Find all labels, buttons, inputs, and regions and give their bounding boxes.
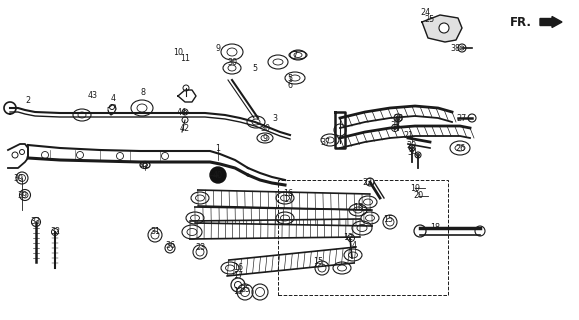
Text: 4: 4: [111, 93, 115, 102]
Text: 39: 39: [17, 190, 27, 199]
Text: 43: 43: [88, 91, 98, 100]
Text: 11: 11: [180, 53, 190, 62]
Text: 41: 41: [140, 161, 150, 170]
Text: 33: 33: [30, 218, 40, 227]
Text: 40: 40: [213, 171, 223, 180]
Text: 29: 29: [407, 140, 417, 149]
Text: 23: 23: [195, 244, 205, 252]
Text: 19: 19: [410, 183, 420, 193]
Text: 9: 9: [215, 44, 221, 52]
Text: 16: 16: [353, 204, 363, 212]
Text: 34: 34: [407, 148, 417, 156]
Circle shape: [210, 167, 226, 183]
Text: 37: 37: [320, 138, 330, 147]
Text: 17: 17: [233, 271, 243, 281]
Text: 30: 30: [227, 58, 237, 67]
Text: 27: 27: [457, 114, 467, 123]
Text: 5: 5: [252, 63, 258, 73]
FancyArrow shape: [540, 17, 562, 28]
Text: 22: 22: [363, 178, 373, 187]
Text: 32: 32: [50, 228, 60, 236]
Text: FR.: FR.: [510, 15, 532, 28]
Circle shape: [475, 226, 485, 236]
Text: 12: 12: [343, 234, 353, 243]
Text: 6: 6: [288, 81, 292, 90]
Text: 15: 15: [313, 258, 323, 267]
Circle shape: [439, 23, 449, 33]
Text: 36: 36: [165, 241, 175, 250]
Text: 8: 8: [141, 87, 145, 97]
Text: 3: 3: [273, 114, 277, 123]
Circle shape: [366, 178, 374, 186]
Text: 20: 20: [413, 191, 423, 201]
Text: 25: 25: [425, 14, 435, 23]
Text: 16: 16: [233, 263, 243, 273]
Text: 14: 14: [347, 241, 357, 250]
Text: 2: 2: [25, 95, 31, 105]
Text: 35: 35: [240, 285, 250, 294]
Text: 15: 15: [383, 215, 393, 225]
Text: 16: 16: [283, 188, 293, 197]
Text: 38: 38: [450, 44, 460, 52]
Text: 18: 18: [430, 223, 440, 233]
Text: 30: 30: [260, 124, 270, 132]
Circle shape: [414, 225, 426, 237]
Bar: [278, 180, 448, 295]
Text: 31: 31: [150, 228, 160, 236]
Text: 10: 10: [173, 47, 183, 57]
Text: 44: 44: [177, 108, 187, 116]
Text: 26: 26: [455, 143, 465, 153]
Text: 17: 17: [283, 196, 293, 204]
Text: 38: 38: [390, 121, 400, 130]
Text: 21: 21: [403, 131, 413, 140]
Text: 28: 28: [393, 114, 403, 123]
Text: 13: 13: [233, 287, 243, 297]
Text: 42: 42: [180, 124, 190, 132]
Text: 24: 24: [420, 7, 430, 17]
Text: 7: 7: [292, 51, 298, 60]
Text: 1: 1: [215, 143, 221, 153]
Polygon shape: [422, 15, 462, 42]
Text: 39: 39: [13, 173, 23, 182]
Text: 9: 9: [262, 133, 267, 142]
Text: 5: 5: [287, 74, 292, 83]
